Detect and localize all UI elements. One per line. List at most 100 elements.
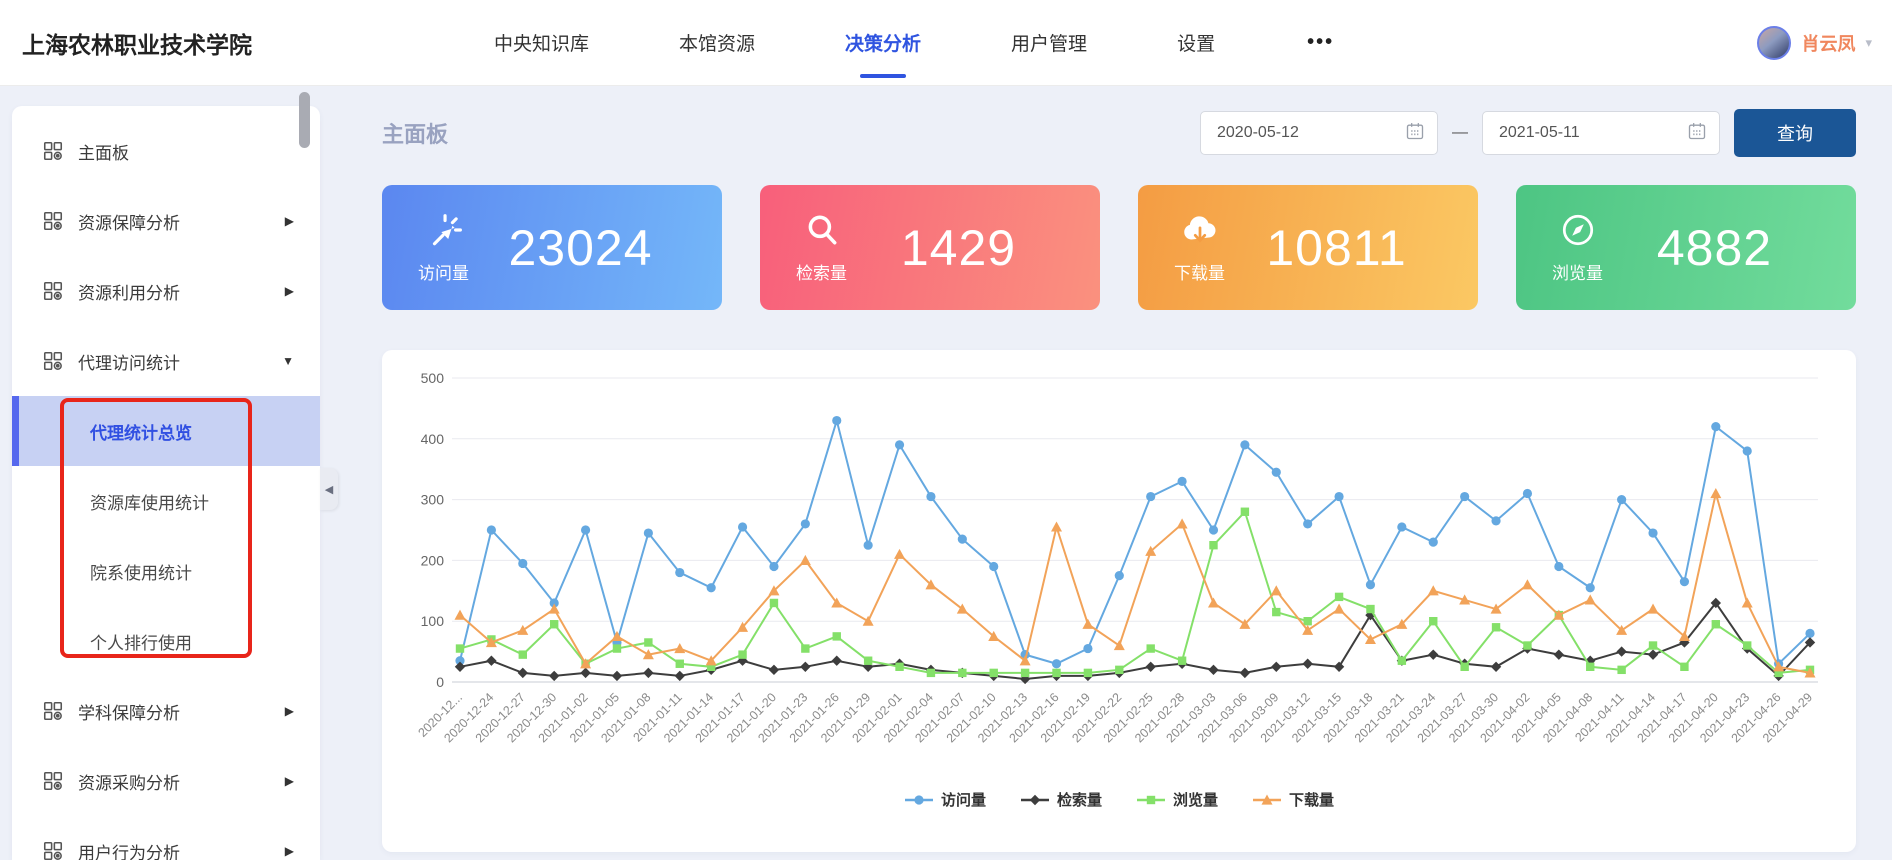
- sidebar-item[interactable]: 资源采购分析 ▶: [12, 746, 320, 816]
- legend-label: 访问量: [940, 792, 986, 809]
- sidebar-item[interactable]: 用户行为分析 ▶: [12, 816, 320, 860]
- svg-text:0: 0: [436, 674, 444, 690]
- grid-icon: [43, 701, 63, 721]
- date-end-value: 2021-05-11: [1499, 124, 1580, 141]
- legend-item[interactable]: 检索量: [1020, 789, 1102, 810]
- chevron-right-icon: ▶: [284, 214, 294, 228]
- sidebar-item[interactable]: 学科保障分析 ▶: [12, 676, 320, 746]
- stat-card-label: 下载量: [1174, 264, 1225, 283]
- stat-card-label: 检索量: [796, 264, 847, 283]
- svg-text:100: 100: [421, 613, 445, 629]
- stat-card-label: 访问量: [418, 264, 469, 283]
- grid-icon: [43, 771, 63, 791]
- legend-item[interactable]: 访问量: [904, 789, 986, 810]
- square-marker-icon: [1137, 795, 1165, 804]
- sidebar-item-label: 资源采购分析: [78, 773, 180, 793]
- usage-trend-chart-card: 0 100 200 300 400 500 2020-12... 2020-12-24 2020…: [382, 350, 1856, 852]
- stat-card-value: 10811: [1266, 219, 1407, 276]
- date-end-input[interactable]: 2021-05-11: [1482, 111, 1720, 155]
- stat-card-value: 4882: [1656, 219, 1773, 276]
- circle-marker-icon: [904, 794, 933, 805]
- nav-tab[interactable]: 设置: [1177, 34, 1216, 55]
- user-name: 肖云凤: [1801, 33, 1856, 54]
- user-menu[interactable]: 肖云凤 ▾: [1757, 25, 1872, 60]
- search-icon: [808, 215, 836, 245]
- stat-card: 下载量 10811: [1138, 185, 1478, 310]
- legend-label: 浏览量: [1173, 792, 1219, 809]
- stat-card-value: 1429: [900, 219, 1017, 276]
- stat-card: 访问量 23024: [382, 185, 722, 310]
- sidebar-item-label: 代理统计总览: [90, 423, 192, 443]
- usage-trend-chart[interactable]: 01002003004005002020-12...2020-12-242020…: [400, 364, 1836, 782]
- sidebar-item-label: 资源库使用统计: [90, 493, 209, 513]
- chevron-down-icon: ▾: [1865, 34, 1872, 50]
- sidebar-item-label: 资源保障分析: [78, 213, 180, 233]
- sidebar-item-label: 用户行为分析: [78, 843, 180, 860]
- sidebar-item-label: 学科保障分析: [78, 703, 180, 723]
- click-icon: [432, 214, 462, 246]
- svg-text:400: 400: [421, 431, 445, 447]
- stat-card-value: 23024: [508, 219, 653, 276]
- nav-tab[interactable]: 决策分析: [843, 21, 923, 64]
- stat-card-label: 浏览量: [1552, 264, 1603, 283]
- grid-icon: [43, 841, 63, 860]
- avatar[interactable]: [1757, 25, 1792, 60]
- sidebar-item[interactable]: 个人排行使用: [12, 606, 320, 676]
- sidebar-item-label: 资源利用分析: [78, 283, 180, 303]
- page-title: 主面板: [382, 122, 449, 147]
- nav-tab[interactable]: 中央知识库: [494, 34, 590, 55]
- grid-icon: [43, 281, 63, 301]
- date-start-value: 2020-05-12: [1217, 124, 1299, 141]
- svg-text:200: 200: [421, 552, 445, 568]
- legend-item[interactable]: 下载量: [1252, 789, 1334, 810]
- stat-cards: 访问量 23024 检索量 1429 下载量 10811 浏览量 4882: [382, 185, 1856, 310]
- sidebar-item-label: 主面板: [78, 143, 129, 163]
- svg-text:500: 500: [421, 370, 445, 386]
- grid-icon: [43, 141, 63, 161]
- sidebar-item[interactable]: 代理统计总览: [12, 396, 320, 466]
- sidebar-collapse-handle[interactable]: ◀: [320, 468, 338, 510]
- cloud-download-icon: [1183, 216, 1215, 243]
- sidebar-item[interactable]: 资源利用分析 ▶: [12, 256, 320, 326]
- chevron-left-icon: ◀: [324, 483, 334, 496]
- triangle-marker-icon: [1253, 794, 1282, 805]
- compass-icon: [1562, 214, 1593, 246]
- svg-text:300: 300: [421, 492, 445, 508]
- sidebar: 主面板资源保障分析 ▶ 资源利用分析 ▶ 代理访问统计 ▼ 代理统计总览 资源库使用统计 院系使…: [12, 106, 320, 860]
- nav-more-button[interactable]: •••: [1307, 31, 1335, 53]
- site-title: 上海农林职业技术学院: [22, 31, 252, 58]
- grid-icon: [43, 211, 63, 231]
- legend-label: 检索量: [1056, 792, 1102, 809]
- query-button[interactable]: 查询: [1734, 109, 1856, 157]
- sidebar-item[interactable]: 主面板: [12, 116, 320, 186]
- grid-icon: [43, 351, 63, 371]
- diamond-marker-icon: [1020, 794, 1049, 805]
- calendar-icon: [1687, 121, 1707, 146]
- date-start-input[interactable]: 2020-05-12: [1200, 111, 1438, 155]
- chart-legend: 访问量 检索量 浏览量 下载量: [400, 789, 1838, 810]
- calendar-icon: [1405, 121, 1425, 146]
- sidebar-item[interactable]: 院系使用统计: [12, 536, 320, 606]
- chevron-right-icon: ▶: [284, 284, 294, 298]
- sidebar-item-label: 代理访问统计: [78, 353, 180, 373]
- chevron-right-icon: ▶: [284, 774, 294, 788]
- stat-card: 检索量 1429: [760, 185, 1100, 310]
- chevron-right-icon: ▶: [284, 704, 294, 718]
- legend-label: 下载量: [1289, 792, 1335, 809]
- sidebar-scrollbar-thumb[interactable]: [299, 92, 310, 148]
- sidebar-item[interactable]: 资源库使用统计: [12, 466, 320, 536]
- sidebar-item-label: 院系使用统计: [90, 563, 192, 583]
- stat-card: 浏览量 4882: [1516, 185, 1856, 310]
- top-header: 上海农林职业技术学院 中央知识库 本馆资源 决策分析 用户管理 设置 ••• 肖云凤 ▾: [0, 0, 1892, 86]
- nav-tab[interactable]: 用户管理: [1011, 34, 1088, 55]
- chevron-down-icon: ▼: [282, 354, 294, 368]
- toolbar: 主面板 2020-05-12 — 2021-05-11: [382, 108, 1856, 158]
- top-nav: 中央知识库 本馆资源 决策分析 用户管理 设置: [492, 21, 1217, 64]
- legend-item[interactable]: 浏览量: [1136, 789, 1218, 810]
- nav-tab[interactable]: 本馆资源: [679, 34, 756, 55]
- date-range-separator: —: [1452, 124, 1468, 141]
- sidebar-item[interactable]: 资源保障分析 ▶: [12, 186, 320, 256]
- chevron-right-icon: ▶: [284, 844, 294, 858]
- sidebar-item-label: 个人排行使用: [90, 633, 192, 653]
- sidebar-item[interactable]: 代理访问统计 ▼: [12, 326, 320, 396]
